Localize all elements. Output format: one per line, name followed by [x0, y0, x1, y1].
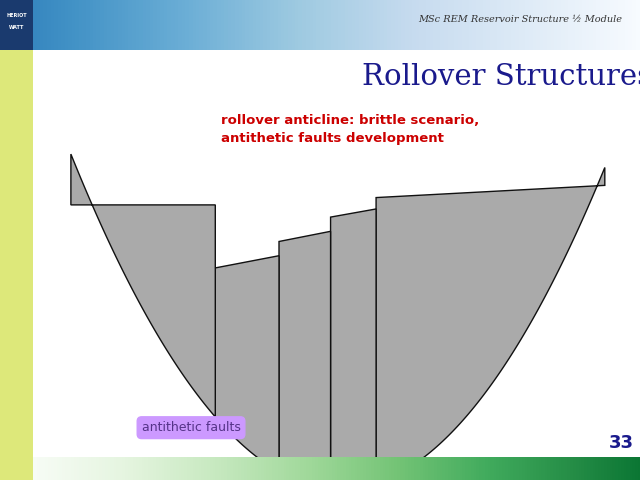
- Polygon shape: [71, 154, 215, 417]
- Text: antithetic faults: antithetic faults: [141, 421, 241, 434]
- Text: Rollover Structures: Rollover Structures: [362, 63, 640, 91]
- Text: rollover anticline: brittle scenario,
antithetic faults development: rollover anticline: brittle scenario, an…: [221, 114, 479, 145]
- Polygon shape: [279, 231, 331, 480]
- Polygon shape: [376, 168, 605, 480]
- Text: HERIOT: HERIOT: [6, 12, 27, 18]
- Polygon shape: [215, 256, 279, 472]
- Text: WATT: WATT: [9, 25, 24, 30]
- Text: 33: 33: [609, 434, 634, 452]
- Polygon shape: [331, 209, 376, 480]
- Text: MSc REM Reservoir Structure ½ Module: MSc REM Reservoir Structure ½ Module: [418, 15, 622, 24]
